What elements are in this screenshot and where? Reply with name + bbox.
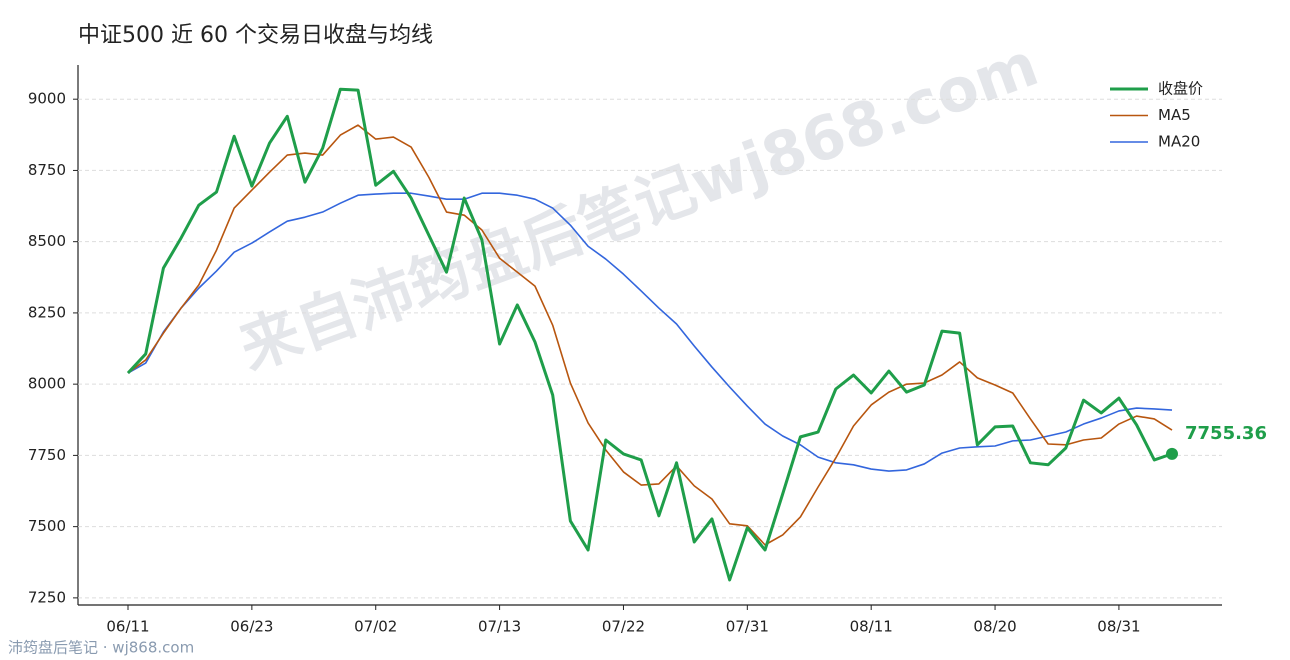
x-tick-label: 07/22 bbox=[602, 618, 645, 636]
series-line bbox=[127, 192, 1173, 472]
footer: 沛筠盘后笔记 · wj868.com bbox=[8, 639, 194, 657]
x-tick-label: 07/13 bbox=[478, 618, 521, 636]
y-tick-label: 7500 bbox=[28, 517, 66, 535]
y-tick-label: 7750 bbox=[28, 446, 66, 464]
x-tick-label: 08/31 bbox=[1097, 618, 1140, 636]
y-tick-label: 8500 bbox=[28, 232, 66, 250]
chart-title: 中证500 近 60 个交易日收盘与均线 bbox=[78, 23, 433, 48]
x-tick-label: 07/31 bbox=[726, 618, 769, 636]
watermark: 来自沛筠盘后笔记wj868.com bbox=[231, 30, 1047, 384]
y-tick-label: 8000 bbox=[28, 375, 66, 393]
legend-label: MA20 bbox=[1158, 133, 1200, 151]
x-tick-label: 08/20 bbox=[973, 618, 1016, 636]
legend-label: MA5 bbox=[1158, 106, 1191, 124]
last-point bbox=[1166, 447, 1178, 460]
last-value-label: 7755.36 bbox=[1185, 423, 1267, 444]
series-line bbox=[126, 87, 1173, 582]
y-tick-label: 7250 bbox=[28, 588, 66, 606]
y-tick-label: 9000 bbox=[28, 90, 66, 108]
y-tick-label: 8250 bbox=[28, 303, 66, 321]
x-tick-label: 07/02 bbox=[354, 618, 397, 636]
legend-label: 收盘价 bbox=[1158, 80, 1203, 98]
x-tick-label: 08/11 bbox=[850, 618, 893, 636]
x-tick-label: 06/23 bbox=[230, 618, 273, 636]
y-tick-label: 8750 bbox=[28, 161, 66, 179]
x-tick-label: 06/11 bbox=[106, 618, 149, 636]
